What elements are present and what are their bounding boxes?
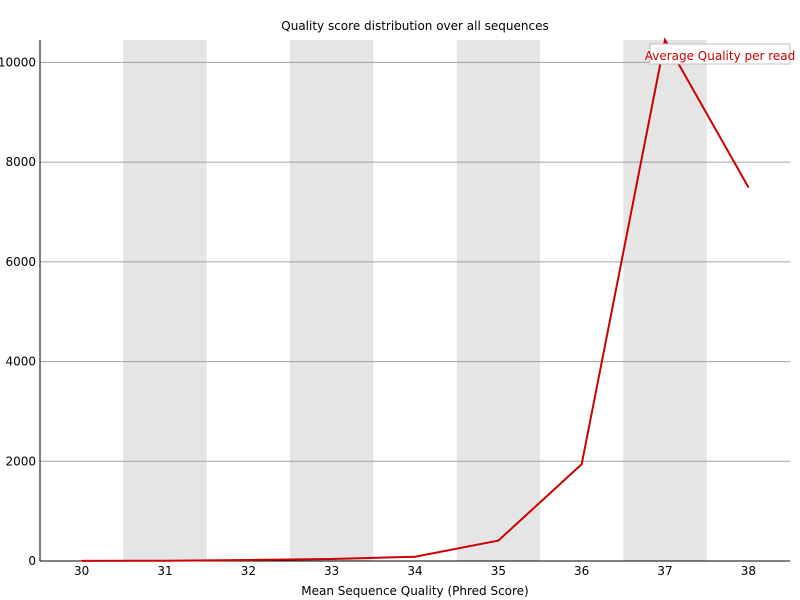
y-tick-label-6000: 6000 bbox=[5, 255, 36, 269]
band-35 bbox=[456, 40, 540, 561]
x-tick-labels: 30 31 32 33 34 35 36 37 38 bbox=[74, 564, 756, 578]
y-tick-label-0: 0 bbox=[28, 554, 36, 568]
x-tick-label-31: 31 bbox=[157, 564, 172, 578]
x-tick-label-34: 34 bbox=[407, 564, 422, 578]
y-tick-label-8000: 8000 bbox=[5, 155, 36, 169]
alternating-bands bbox=[123, 40, 707, 561]
data-point-30 bbox=[80, 560, 83, 562]
data-point-38 bbox=[747, 186, 750, 188]
legend-box bbox=[649, 43, 791, 65]
x-tick-label-37: 37 bbox=[657, 564, 672, 578]
data-point-32 bbox=[247, 559, 250, 561]
chart-title: Quality score distribution over all sequ… bbox=[281, 19, 548, 33]
x-tick-label-32: 32 bbox=[241, 564, 256, 578]
x-tick-label-35: 35 bbox=[491, 564, 506, 578]
data-point-35 bbox=[497, 539, 500, 542]
band-31 bbox=[123, 40, 207, 561]
data-point-31 bbox=[164, 559, 166, 562]
data-point-36 bbox=[580, 463, 583, 466]
data-point-33 bbox=[330, 558, 333, 560]
x-tick-label-30: 30 bbox=[74, 564, 89, 578]
legend-entry-average-quality: Average Quality per read bbox=[645, 49, 796, 63]
x-tick-label-33: 33 bbox=[324, 564, 339, 578]
x-tick-label-38: 38 bbox=[741, 564, 756, 578]
data-point-37 bbox=[664, 39, 666, 41]
legend: Average Quality per read bbox=[645, 43, 796, 65]
band-37 bbox=[623, 40, 707, 561]
x-tick-label-36: 36 bbox=[574, 564, 589, 578]
x-axis-label: Mean Sequence Quality (Phred Score) bbox=[301, 584, 529, 598]
y-tick-label-4000: 4000 bbox=[5, 355, 36, 369]
y-tick-label-10000: 10000 bbox=[0, 55, 36, 69]
series-layer bbox=[80, 37, 750, 562]
y-tick-labels: 0 2000 4000 6000 8000 10000 bbox=[0, 55, 36, 568]
data-point-34 bbox=[414, 555, 416, 558]
gridlines bbox=[40, 61, 790, 462]
band-33 bbox=[290, 40, 374, 561]
y-tick-label-2000: 2000 bbox=[5, 454, 36, 468]
